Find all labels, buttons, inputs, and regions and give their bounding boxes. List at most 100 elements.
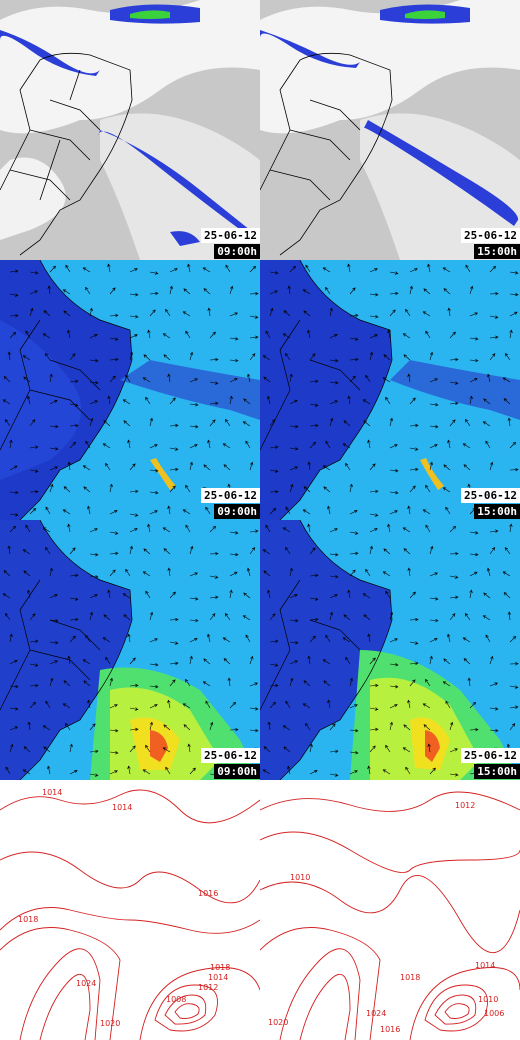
wind-arrow xyxy=(189,618,199,623)
wind-arrow xyxy=(263,376,271,383)
wind-arrow xyxy=(449,551,459,556)
wind-arrow xyxy=(443,464,451,471)
wind-arrow xyxy=(287,285,291,295)
wind-arrow xyxy=(105,656,111,665)
wind-arrow xyxy=(147,329,151,339)
wind-arrow xyxy=(427,743,431,753)
wind-arrow xyxy=(169,423,179,428)
wind-arrow xyxy=(129,268,138,273)
wind-arrow xyxy=(229,285,234,295)
wind-arrow xyxy=(167,567,171,577)
wind-arrow xyxy=(367,439,371,449)
wind-arrow xyxy=(282,725,291,731)
wind-arrow xyxy=(425,484,431,493)
wind-arrow xyxy=(189,424,199,429)
wind-arrow xyxy=(469,552,479,557)
wind-arrow xyxy=(29,613,36,621)
wind-arrow xyxy=(69,547,76,555)
wind-arrow xyxy=(409,641,419,645)
wind-arrow xyxy=(107,395,111,405)
wind-arrow xyxy=(189,444,198,449)
wind-arrow xyxy=(245,634,251,643)
wind-arrow xyxy=(225,264,231,273)
wind-arrow xyxy=(509,662,519,666)
wind-arrow xyxy=(429,597,439,601)
wind-arrow xyxy=(442,487,451,493)
wind-arrow xyxy=(269,445,279,449)
wind-arrow xyxy=(223,464,231,471)
wind-arrow xyxy=(5,612,11,621)
wind-arrow xyxy=(109,357,119,362)
wind-arrow xyxy=(389,704,398,709)
wind-arrow xyxy=(62,703,71,709)
wind-arrow xyxy=(349,510,358,515)
wind-arrow xyxy=(289,447,299,451)
satellite-panel-right: 25-06-12 15:00h xyxy=(260,0,520,260)
wind-arrow xyxy=(185,484,191,493)
wind-arrow xyxy=(309,403,319,407)
wind-arrow xyxy=(329,381,339,385)
wind-arrow xyxy=(129,657,136,665)
wind-arrow xyxy=(29,469,39,473)
wind-arrow xyxy=(202,681,211,687)
wind-arrow xyxy=(89,749,99,754)
wind-arrow xyxy=(287,765,291,775)
wind-arrow xyxy=(482,615,491,621)
time-label: 15:00h xyxy=(474,504,520,519)
wind-arrow xyxy=(207,307,211,317)
wind-arrow xyxy=(369,528,378,533)
wind-arrow xyxy=(485,440,491,449)
wind-arrow xyxy=(23,746,31,753)
wind-arrow xyxy=(269,290,278,295)
wind-arrow xyxy=(282,527,291,533)
wind-arrow xyxy=(302,509,311,515)
wind-arrow xyxy=(309,770,318,775)
wind-high-panel-right: 25-06-12 15:00h xyxy=(260,520,520,780)
wind-arrow xyxy=(109,337,119,341)
wind-arrow xyxy=(145,396,151,405)
wind-arrow xyxy=(389,663,399,667)
wind-arrow xyxy=(187,263,191,273)
wind-arrow xyxy=(129,707,139,711)
wind-arrow xyxy=(289,483,294,493)
wind-arrow xyxy=(82,465,91,471)
wind-arrow xyxy=(89,400,98,405)
wind-arrow xyxy=(129,528,138,533)
wind-arrow xyxy=(463,464,471,471)
wind-arrow xyxy=(149,491,159,495)
wind-panel-right: 25-06-12 15:00h xyxy=(260,260,520,520)
wind-arrow xyxy=(189,378,198,383)
wind-arrow xyxy=(163,354,171,361)
wind-arrow xyxy=(307,461,311,471)
wind-arrow xyxy=(389,417,394,427)
wind-arrow xyxy=(207,439,211,449)
wind-arrow xyxy=(9,331,17,339)
wind-arrow xyxy=(507,611,512,621)
wind-arrow xyxy=(222,443,231,449)
wind-arrow xyxy=(462,637,471,643)
contour-label: 1024 xyxy=(76,979,96,988)
wind-arrow xyxy=(429,618,439,623)
wind-arrow xyxy=(9,465,18,471)
wind-arrow xyxy=(169,591,176,599)
wind-arrow xyxy=(289,265,296,273)
wind-arrow xyxy=(509,523,513,533)
wind-arrow xyxy=(343,614,351,621)
wind-arrow xyxy=(389,271,399,275)
wind-arrow xyxy=(25,524,31,533)
wind-arrow xyxy=(485,634,491,643)
wind-arrow xyxy=(129,489,139,494)
wind-arrow xyxy=(409,679,416,687)
wind-arrow xyxy=(402,527,411,533)
wind-arrow xyxy=(169,447,179,451)
wind-arrow xyxy=(49,677,54,687)
wind-arrow xyxy=(389,510,398,515)
wind-arrow xyxy=(185,330,191,339)
wind-arrow xyxy=(407,699,411,709)
wind-arrow xyxy=(369,513,379,517)
wind-arrow xyxy=(322,465,331,471)
wind-arrow xyxy=(329,723,336,731)
wind-arrow xyxy=(229,337,239,341)
wind-arrow xyxy=(183,724,191,731)
wind-arrow xyxy=(329,417,334,427)
